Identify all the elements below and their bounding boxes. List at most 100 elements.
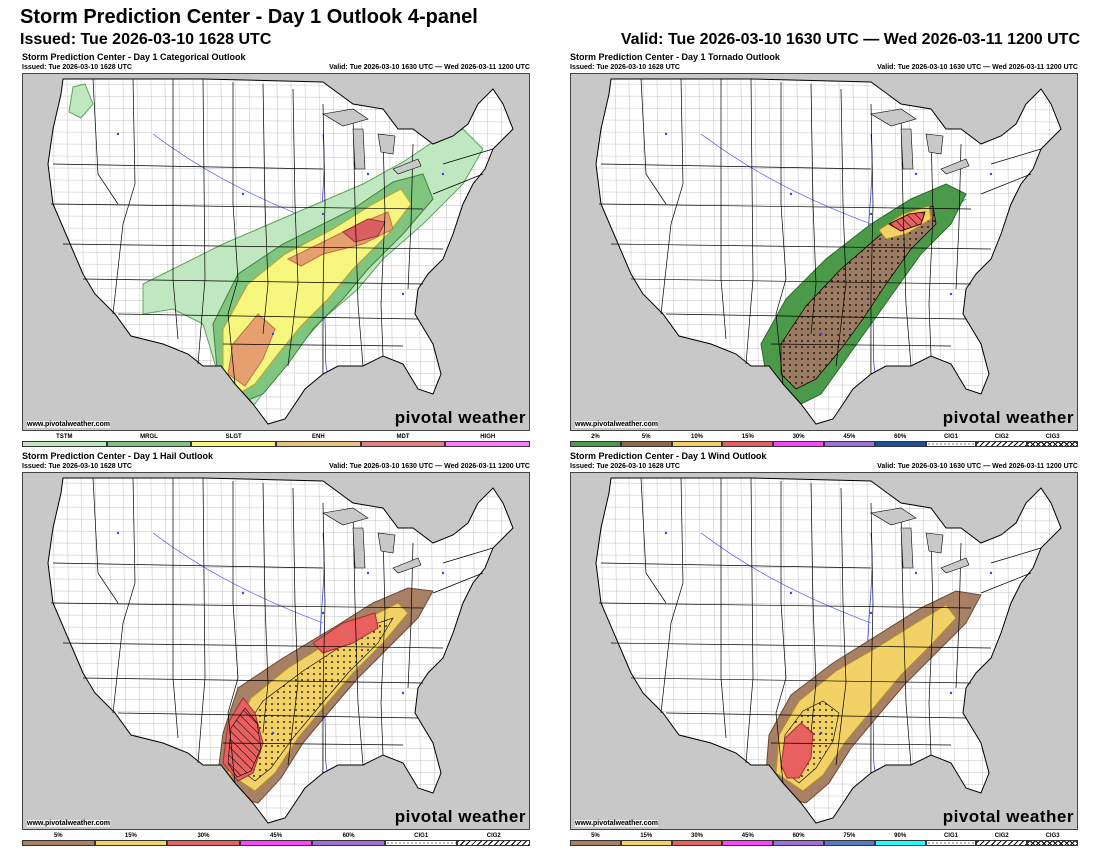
- state-border: [52, 163, 324, 170]
- legend-item: 15%: [722, 434, 774, 448]
- state-border: [810, 83, 817, 335]
- city-marker: [441, 571, 445, 575]
- legend-item: 5%: [570, 833, 621, 847]
- county-line: [595, 542, 1067, 546]
- legend-item: 2%: [570, 434, 621, 448]
- state-border: [745, 78, 754, 365]
- brand-logo-text: pivotal weather: [942, 408, 1074, 427]
- website-label[interactable]: www.pivotalweather.com: [575, 421, 658, 428]
- city-marker: [789, 192, 793, 196]
- city-marker: [989, 172, 993, 176]
- panel-categorical: Storm Prediction Center - Day 1 Categori…: [20, 51, 532, 449]
- legend-item: CIG1: [925, 434, 977, 448]
- state-border: [172, 79, 179, 340]
- county-line: [595, 626, 1067, 630]
- panel-issued: Issued: Tue 2026-03-10 1628 UTC: [22, 463, 132, 470]
- legend-item: 15%: [620, 833, 672, 847]
- legend-swatch: [976, 441, 1028, 447]
- county-line: [595, 191, 1067, 195]
- legend-swatch: [773, 441, 824, 447]
- city-marker: [271, 332, 275, 336]
- state-border: [928, 532, 934, 756]
- legend-item: 60%: [312, 833, 385, 847]
- state-border: [745, 477, 754, 764]
- state-border: [262, 482, 269, 734]
- panel-tornado: Storm Prediction Center - Day 1 Tornado …: [568, 51, 1080, 449]
- panel-valid: Valid: Tue 2026-03-10 1630 UTC — Wed 202…: [329, 463, 530, 470]
- lake-superior: [870, 507, 917, 526]
- state-border: [665, 712, 967, 719]
- lake-erie: [940, 557, 970, 574]
- state-border: [322, 103, 326, 374]
- lake-huron: [925, 532, 944, 554]
- panel-issued: Issued: Tue 2026-03-10 1628 UTC: [570, 463, 680, 470]
- conus-outline: [595, 477, 1062, 824]
- state-border: [117, 712, 419, 719]
- county-line: [416, 78, 422, 425]
- legend-label: ENH: [312, 434, 325, 440]
- state-border: [630, 278, 972, 285]
- legend-swatch: [925, 840, 977, 846]
- legend-item: 45%: [722, 833, 774, 847]
- legend-swatch: [239, 840, 313, 846]
- legend-label: 15%: [640, 833, 653, 839]
- state-border: [227, 82, 239, 385]
- state-border: [990, 148, 1042, 165]
- lake-huron: [377, 133, 396, 155]
- website-label[interactable]: www.pivotalweather.com: [27, 820, 110, 827]
- website-label[interactable]: www.pivotalweather.com: [27, 421, 110, 428]
- state-border: [990, 547, 1042, 564]
- city-marker: [321, 212, 325, 216]
- legend-label: CIG1: [943, 833, 958, 839]
- state-border: [775, 82, 787, 385]
- river-missouri: [152, 532, 324, 624]
- legend-label: 30%: [792, 434, 805, 440]
- state-border: [442, 547, 494, 564]
- map-wind: www.pivotalweather.com pivotal weather: [570, 472, 1078, 830]
- legend-swatch: [106, 441, 192, 447]
- legend-item: CIG2: [457, 833, 531, 847]
- city-marker: [664, 531, 668, 535]
- website-label[interactable]: www.pivotalweather.com: [575, 820, 658, 827]
- legend-label: 45%: [843, 434, 856, 440]
- legend-swatch: [312, 840, 385, 846]
- lake-michigan: [900, 128, 914, 170]
- header-valid: Valid: Tue 2026-03-10 1630 UTC — Wed 202…: [620, 31, 1080, 48]
- legend-item: 90%: [874, 833, 926, 847]
- county-line: [950, 477, 956, 824]
- map-svg: [571, 473, 1077, 829]
- panel-issued: Issued: Tue 2026-03-10 1628 UTC: [22, 64, 132, 71]
- city-marker: [989, 571, 993, 575]
- city-marker: [949, 691, 953, 695]
- state-border: [352, 512, 364, 766]
- us-state-lines: [571, 473, 1077, 829]
- county-line: [595, 239, 1067, 243]
- county-line: [595, 590, 1067, 594]
- state-border: [432, 572, 484, 594]
- county-line: [595, 650, 1067, 654]
- legend-item: MDT: [360, 434, 446, 448]
- state-border: [380, 133, 386, 357]
- conus-land: [596, 79, 1061, 424]
- city-marker: [914, 571, 918, 575]
- brand-logo-text: pivotal weather: [942, 807, 1074, 826]
- county-line: [595, 155, 1067, 159]
- legend-item: 60%: [773, 833, 824, 847]
- lake-superior: [322, 108, 369, 127]
- state-border: [955, 542, 962, 689]
- legend-label: CIG1: [414, 833, 429, 839]
- legend-label: 60%: [792, 833, 805, 839]
- state-border: [600, 163, 872, 170]
- legend-swatch: [874, 840, 926, 846]
- legend-label: MRGL: [140, 434, 158, 440]
- county-line: [47, 578, 519, 582]
- county-line: [595, 143, 1067, 147]
- state-border: [770, 742, 952, 746]
- county-line: [47, 215, 519, 219]
- county-line: [47, 638, 519, 642]
- river-missouri: [700, 532, 872, 624]
- state-border: [92, 78, 119, 205]
- state-border: [407, 542, 414, 689]
- us-state-lines: [23, 74, 529, 430]
- state-border: [197, 78, 206, 365]
